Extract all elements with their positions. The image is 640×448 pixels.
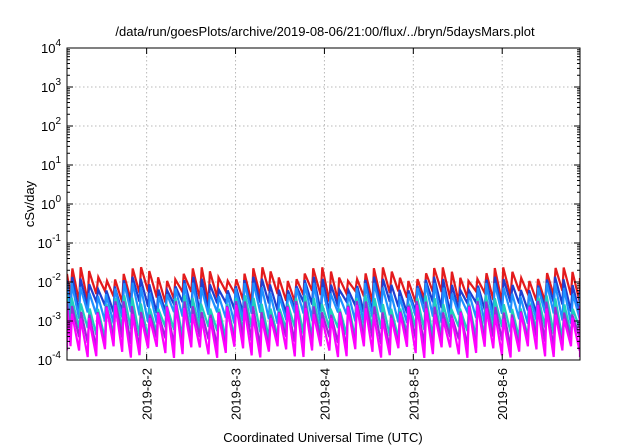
x-tick-label: 2019-8-4	[317, 368, 332, 420]
y-tick-label: 101	[41, 155, 61, 173]
y-tick-label: 10-4	[38, 350, 62, 368]
y-tick-label: 10-1	[38, 233, 62, 251]
x-axis-label: Coordinated Universal Time (UTC)	[223, 430, 422, 445]
y-tick-label: 100	[41, 194, 61, 212]
y-tick-label: 104	[41, 38, 61, 56]
axis-ticks: 10-4 10-3 10-2 10-1 100 101 102 103 104 2019-8-2 2…	[38, 38, 580, 420]
series-lines	[67, 266, 580, 359]
x-tick-label: 2019-8-3	[229, 368, 244, 420]
y-tick-label: 10-2	[38, 272, 62, 290]
x-tick-label: 2019-8-6	[495, 368, 510, 420]
y-axis-label: cSv/day	[22, 180, 37, 227]
y-tick-label: 10-3	[38, 311, 62, 329]
y-tick-label: 102	[41, 116, 61, 134]
chart-title: /data/run/goesPlots/archive/2019-08-06/2…	[115, 24, 535, 39]
x-tick-label: 2019-8-2	[140, 368, 155, 420]
x-tick-label: 2019-8-5	[406, 368, 421, 420]
y-tick-label: 103	[41, 77, 61, 95]
series-line-6	[67, 304, 580, 359]
series-line-3	[67, 282, 580, 325]
